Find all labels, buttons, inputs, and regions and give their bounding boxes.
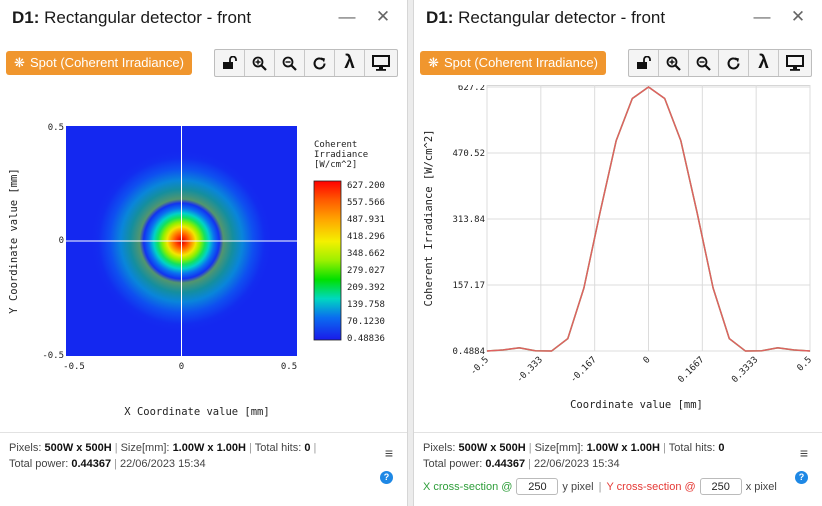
colorbar-tick-label: 139.758: [347, 300, 385, 310]
series-line: [486, 86, 811, 352]
x-axis-label: X Coordinate value [mm]: [124, 406, 269, 418]
cross-section-controls: X cross-section @ y pixel | Y cross-sect…: [423, 478, 777, 495]
y-tick-label: 0.4884: [452, 347, 485, 357]
y-tick-label: 157.17: [452, 281, 485, 291]
refresh-icon[interactable]: [719, 50, 749, 76]
y-section-unit: x pixel: [745, 480, 777, 493]
y-tick-label: 470.52: [452, 149, 485, 159]
close-icon[interactable]: ✕: [790, 7, 806, 26]
x-tick-label: 0: [642, 355, 653, 366]
unlock-icon[interactable]: [629, 50, 659, 76]
colorbar-tick-label: 70.1230: [347, 317, 385, 327]
colorbar-title-line2: Irradiance: [314, 150, 368, 160]
window-title: D1: Rectangular detector - front: [12, 8, 252, 27]
colorbar-title-line3: [W/cm^2]: [314, 160, 357, 170]
x-section-input[interactable]: [516, 478, 559, 495]
irradiance-heatmap[interactable]: 0.5 0 -0.5 -0.5 0 0.5 X Coordinate value…: [0, 85, 408, 430]
help-icon[interactable]: ?: [380, 471, 393, 484]
close-icon[interactable]: ✕: [375, 7, 391, 26]
window-gap: [408, 0, 413, 506]
y-tick-mid: 0: [59, 236, 64, 246]
colorbar-tick-label: 487.931: [347, 215, 385, 225]
right-detector-window: D1: Rectangular detector - front — ✕ ❋ Sp…: [413, 0, 822, 506]
menu-icon[interactable]: ≡: [384, 445, 393, 461]
colorbar-tick-label: 209.392: [347, 283, 385, 293]
titlebar[interactable]: D1: Rectangular detector - front — ✕: [0, 0, 407, 38]
x-tick-left: -0.5: [63, 362, 85, 372]
y-axis-label: Y Coordinate value [mm]: [8, 168, 20, 313]
x-tick-label: -0.5: [469, 355, 491, 377]
unlock-icon[interactable]: [215, 50, 245, 76]
colorbar: [313, 180, 342, 341]
colorbar-ticks: 627.200 557.566 487.931 418.296 348.662 279.0…: [347, 181, 385, 344]
x-section-unit: y pixel: [562, 480, 594, 493]
titlebar[interactable]: D1: Rectangular detector - front — ✕: [414, 0, 822, 38]
zoom-in-icon[interactable]: [245, 50, 275, 76]
y-section-input[interactable]: [699, 478, 742, 495]
zoom-out-icon[interactable]: [689, 50, 719, 76]
colorbar-tick-label: 557.566: [347, 198, 385, 208]
x-tick-label: -0.167: [569, 355, 599, 385]
cross-section-chart[interactable]: -0.5 -0.333 -0.167 0 0.1667 0.3333 0.5 627.2 470…: [414, 85, 822, 430]
x-tick-label: -0.333: [515, 355, 545, 385]
tool-group: λ: [214, 49, 398, 77]
x-tick-mid: 0: [179, 362, 184, 372]
colorbar-tick-label: 0.48836: [347, 334, 385, 344]
x-tick-label: 0.1667: [676, 355, 706, 385]
monitor-icon[interactable]: [365, 50, 397, 76]
x-tick-label: 0.5: [796, 355, 815, 374]
footer: Pixels: 500W x 500H | Size[mm]: 1.00W x 1.…: [414, 432, 822, 506]
y-tick-label: 627.2: [458, 85, 485, 93]
menu-icon[interactable]: ≡: [799, 445, 808, 461]
detector-info: Pixels: 500W x 500H | Size[mm]: 1.00W x 1.…: [9, 442, 317, 470]
left-detector-window: D1: Rectangular detector - front — ✕ ❋ Sp…: [0, 0, 408, 506]
x-section-label: X cross-section @: [423, 480, 513, 493]
colorbar-tick-label: 418.296: [347, 232, 385, 242]
x-axis-label: Coordinate value [mm]: [570, 399, 703, 411]
colorbar-tick-label: 627.200: [347, 181, 385, 191]
zoom-out-icon[interactable]: [275, 50, 305, 76]
y-section-label: Y cross-section @: [606, 480, 696, 493]
monitor-icon[interactable]: [779, 50, 811, 76]
spot-icon: ❋: [428, 55, 439, 70]
x-tick-label: 0.3333: [730, 355, 760, 385]
spot-icon: ❋: [14, 55, 25, 70]
lambda-icon[interactable]: λ: [335, 50, 365, 76]
refresh-icon[interactable]: [305, 50, 335, 76]
zoom-in-icon[interactable]: [659, 50, 689, 76]
window-title: D1: Rectangular detector - front: [426, 8, 666, 27]
lambda-icon[interactable]: λ: [749, 50, 779, 76]
colorbar-tick-label: 348.662: [347, 249, 385, 259]
footer: Pixels: 500W x 500H | Size[mm]: 1.00W x 1.…: [0, 432, 407, 506]
colorbar-tick-label: 279.027: [347, 266, 385, 276]
detector-info: Pixels: 500W x 500H | Size[mm]: 1.00W x 1.…: [423, 442, 725, 470]
y-axis-label: Coherent Irradiance [W/cm^2]: [423, 129, 435, 306]
x-tick-right: 0.5: [281, 362, 297, 372]
toolbar: ❋ Spot (Coherent Irradiance) λ: [0, 48, 407, 78]
y-tick-top: 0.5: [48, 123, 64, 133]
minimize-icon[interactable]: —: [753, 7, 771, 26]
colorbar-title-line1: Coherent: [314, 140, 357, 150]
toolbar: ❋ Spot (Coherent Irradiance) λ: [414, 48, 822, 78]
spot-mode-button[interactable]: ❋ Spot (Coherent Irradiance): [6, 51, 192, 75]
y-tick-bottom: -0.5: [42, 351, 64, 361]
spot-mode-button[interactable]: ❋ Spot (Coherent Irradiance): [420, 51, 606, 75]
tool-group: λ: [628, 49, 812, 77]
minimize-icon[interactable]: —: [338, 7, 356, 26]
help-icon[interactable]: ?: [795, 471, 808, 484]
y-tick-label: 313.84: [452, 215, 485, 225]
